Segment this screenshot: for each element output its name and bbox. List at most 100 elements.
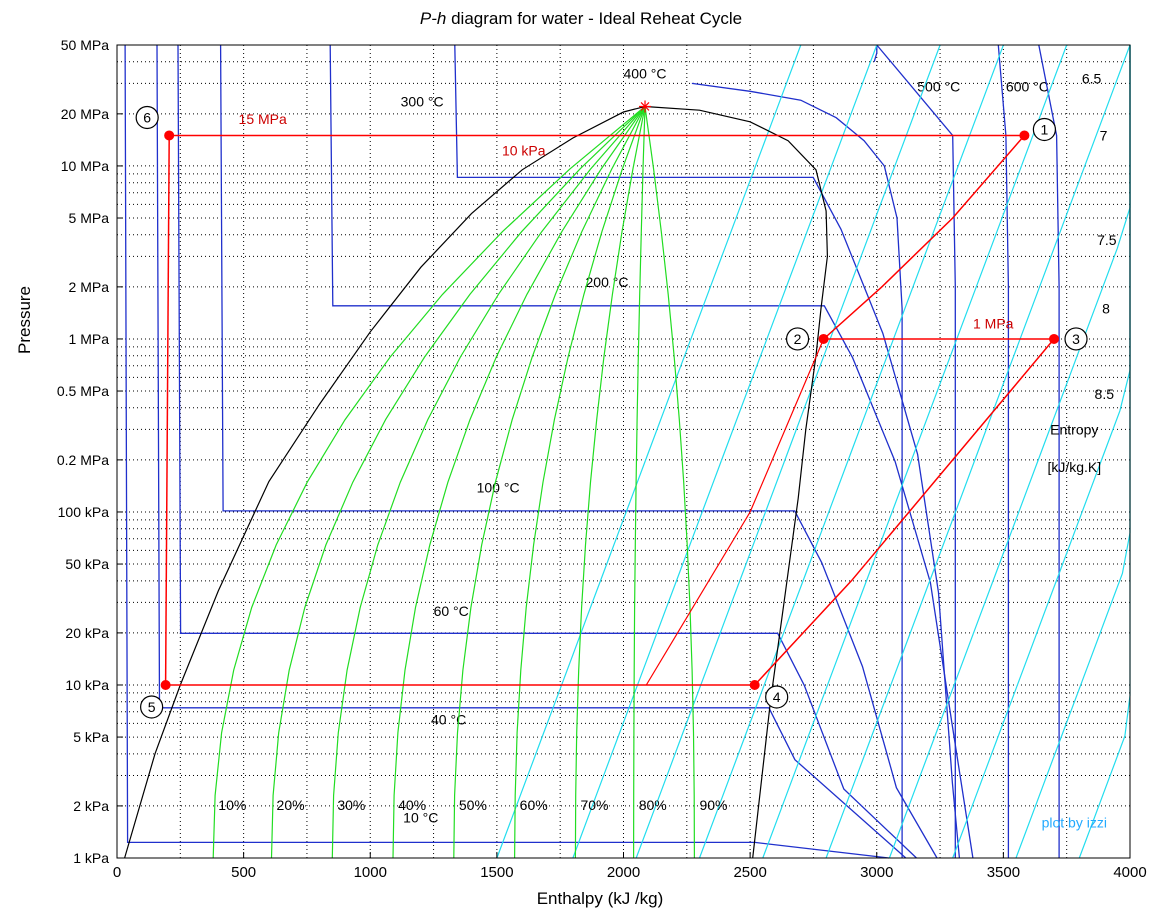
entropy-line: [698, 44, 1004, 859]
entropy-line: [762, 44, 1068, 859]
quality-line: [633, 106, 646, 859]
credit-label: plot by izzi: [1042, 815, 1107, 831]
y-tick-label: 0.5 MPa: [57, 383, 109, 399]
entropy-line: [825, 44, 1131, 859]
quality-label: 50%: [459, 797, 487, 813]
entropy-label: 8.5: [1095, 386, 1115, 402]
state-label-2: 2: [794, 331, 802, 347]
isotherm-line: [1038, 44, 1060, 858]
entropy-axis-unit: [kJ/kg.K]: [1047, 459, 1101, 475]
pump-line: [164, 135, 170, 686]
y-tick-label: 1 MPa: [69, 331, 110, 347]
state-marker-6: [135, 105, 159, 130]
isotherm-label: 40 °C: [431, 712, 466, 728]
quality-label: 90%: [699, 797, 727, 813]
quality-label: 30%: [337, 797, 365, 813]
x-axis-label: Enthalpy (kJ /kg): [537, 889, 664, 908]
quality-label: 20%: [277, 797, 305, 813]
y-tick-label: 20 kPa: [65, 625, 109, 641]
grid-lines: [117, 45, 1130, 858]
state-point-1: [1019, 130, 1030, 141]
quality-label: 10%: [218, 797, 246, 813]
quality-lines: 10% 20% 30% 40% 50% 60% 70% 80% 90%: [212, 106, 728, 859]
saturated-vapor-line: [644, 105, 829, 859]
y-tick-label: 2 MPa: [69, 279, 110, 295]
state-point-3: [1049, 333, 1060, 344]
lp-turbine-line: [754, 338, 1055, 686]
isotherm-label: 300 °C: [401, 94, 444, 110]
quality-line: [212, 106, 646, 859]
y-tick-label: 2 kPa: [73, 798, 109, 814]
isotherm-label: 100 °C: [477, 479, 520, 495]
y-tick-label: 50 MPa: [61, 37, 109, 53]
entropy-label: 7.5: [1097, 232, 1117, 248]
state-marker-2: [785, 327, 810, 351]
quality-line: [453, 106, 646, 859]
isotherm-line: [156, 44, 907, 859]
state-label-5: 5: [148, 699, 156, 715]
hp-turbine-line: [823, 135, 1025, 340]
y-axis-label: Pressure: [15, 286, 34, 354]
entropy-label: 6.5: [1082, 70, 1102, 86]
isotherm-line: [454, 44, 961, 859]
isotherm-label: 10 °C: [403, 810, 438, 826]
quality-label: 40%: [398, 797, 426, 813]
pressure-label: 10 kPa: [502, 142, 546, 158]
quality-label: 60%: [520, 797, 548, 813]
isotherm-label: 400 °C: [624, 66, 667, 82]
isotherm-label: 600 °C: [1006, 78, 1049, 94]
state-marker-4: [765, 685, 789, 709]
x-tick-label: 2000: [607, 864, 640, 881]
entropy-line: [572, 44, 878, 859]
y-tick-label: 10 kPa: [65, 677, 109, 693]
x-tick-label: 1000: [354, 864, 387, 881]
y-tick-label: 5 MPa: [69, 210, 110, 226]
chart-title: P-h diagram for water - Ideal Reheat Cyc…: [420, 9, 742, 28]
isotherm-label: 500 °C: [917, 78, 960, 94]
y-tick-label: 5 kPa: [73, 729, 109, 745]
critical-point-marker: [639, 100, 652, 113]
y-tick-label: 10 MPa: [61, 158, 109, 174]
quality-line: [392, 106, 646, 859]
chart-labels: plot by izzi: [1042, 815, 1107, 831]
reheat-cycle: 1 2 3 4 5 6 15 MPa 1 MPa 10 kPa: [135, 105, 1088, 719]
isotherm-line: [177, 44, 917, 859]
state-point-6: [164, 130, 175, 141]
y-tick-label: 50 kPa: [65, 556, 109, 572]
isotherm-lines: 10 °C 40 °C 60 °C 100 °C 200 °C 300 °C 400 °C 5…: [124, 44, 1060, 859]
isotherm-line: [997, 44, 1010, 858]
entropy-line: [496, 44, 802, 859]
x-tick-label: 2500: [733, 864, 766, 881]
state-point-5: [160, 679, 171, 690]
x-tick-label: 0: [113, 864, 121, 881]
quality-label: 80%: [639, 797, 667, 813]
quality-line: [331, 106, 646, 859]
isentropic-line: [645, 338, 825, 686]
isotherm-label: 200 °C: [586, 274, 629, 290]
state-label-6: 6: [143, 109, 151, 125]
state-label-4: 4: [773, 689, 781, 705]
y-tick-label: 100 kPa: [58, 504, 110, 520]
state-marker-5: [140, 695, 164, 719]
y-tick-label: 20 MPa: [61, 106, 109, 122]
isotherm-line: [219, 44, 938, 859]
entropy-line: [635, 44, 941, 859]
isotherm-label: 60 °C: [434, 603, 469, 619]
quality-line: [644, 106, 695, 859]
x-tick-label: 1500: [480, 864, 513, 881]
state-point-4: [749, 679, 760, 690]
quality-label: 70%: [580, 797, 608, 813]
quality-line: [514, 106, 646, 859]
isotherm-line: [329, 44, 974, 859]
isotherm-line: [876, 44, 956, 858]
isotherm-line: [124, 44, 889, 859]
state-label-3: 3: [1072, 331, 1080, 347]
x-tick-label: 500: [231, 864, 256, 881]
quality-line: [270, 106, 646, 859]
y-tick-label: 0.2 MPa: [57, 452, 109, 468]
state-point-2: [818, 333, 829, 344]
entropy-label: 8: [1102, 301, 1110, 317]
